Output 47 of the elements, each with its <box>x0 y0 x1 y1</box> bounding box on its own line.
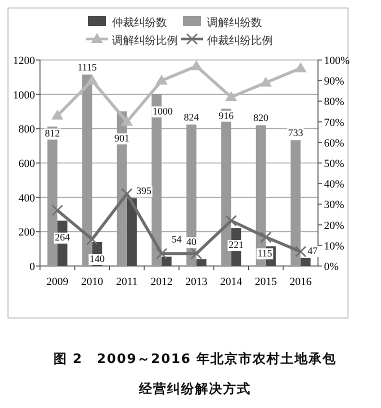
y-tick-label: 200 <box>18 226 36 239</box>
data-label: 733 <box>288 128 304 140</box>
x-tick-label: 2011 <box>116 276 138 288</box>
data-label: 824 <box>184 112 199 124</box>
data-label: 820 <box>253 113 268 124</box>
legend-label: 仲裁纠纷数 <box>112 16 167 29</box>
data-label: 221 <box>228 240 244 252</box>
data-label: 115 <box>258 248 272 260</box>
x-tick-label: 2010 <box>81 276 104 288</box>
data-label: 916 <box>218 110 234 122</box>
x-tick-label: 2009 <box>46 276 69 288</box>
x-tick-label: 2013 <box>185 276 208 288</box>
data-label: 1000 <box>152 106 173 118</box>
y2-tick-label: 60% <box>324 137 344 150</box>
data-label: 395 <box>136 186 152 198</box>
text: 图 2 2009～2016 年北京市农村土地承包经营纠纷解决方式 <box>52 350 338 399</box>
y2-tick-label: 0% <box>324 261 339 273</box>
y-tick-label: 600 <box>18 158 36 170</box>
data-label: 140 <box>90 254 105 265</box>
y-tick-label: 400 <box>18 192 36 204</box>
y2-tick-label: 10% <box>324 240 344 252</box>
y2-tick-label: 50% <box>324 158 344 170</box>
y-tick-label: 1000 <box>13 89 36 102</box>
legend-label: 仲裁纠纷比例 <box>207 34 273 47</box>
y-tick-label: 1200 <box>13 55 36 67</box>
x-tick-label: 2012 <box>150 276 173 288</box>
data-label: 1115 <box>77 62 97 74</box>
y2-tick-label: 100% <box>324 55 350 67</box>
legend-label: 调解纠纷比例 <box>112 34 178 47</box>
data-label: 901 <box>114 133 130 144</box>
data-label: 54 <box>172 234 182 246</box>
y2-tick-label: 80% <box>324 96 344 108</box>
data-label: 40 <box>186 237 196 248</box>
y2-tick-label: 70% <box>324 116 344 129</box>
y2-tick-label: 20% <box>324 220 344 232</box>
data-label: 812 <box>44 128 60 140</box>
x-tick-label: 2016 <box>290 276 312 288</box>
y-tick-label: 0 <box>30 261 36 273</box>
y2-tick-label: 30% <box>324 199 344 212</box>
y2-tick-label: 90% <box>324 76 344 88</box>
data-label: 47 <box>308 246 318 257</box>
x-tick-label: 2014 <box>220 276 243 288</box>
y-tick-label: 800 <box>18 124 36 136</box>
legend-label: 调解纠纷数 <box>207 17 262 29</box>
y2-tick-label: 40% <box>324 178 344 191</box>
x-tick-label: 2015 <box>254 276 278 288</box>
data-label: 264 <box>54 232 70 244</box>
